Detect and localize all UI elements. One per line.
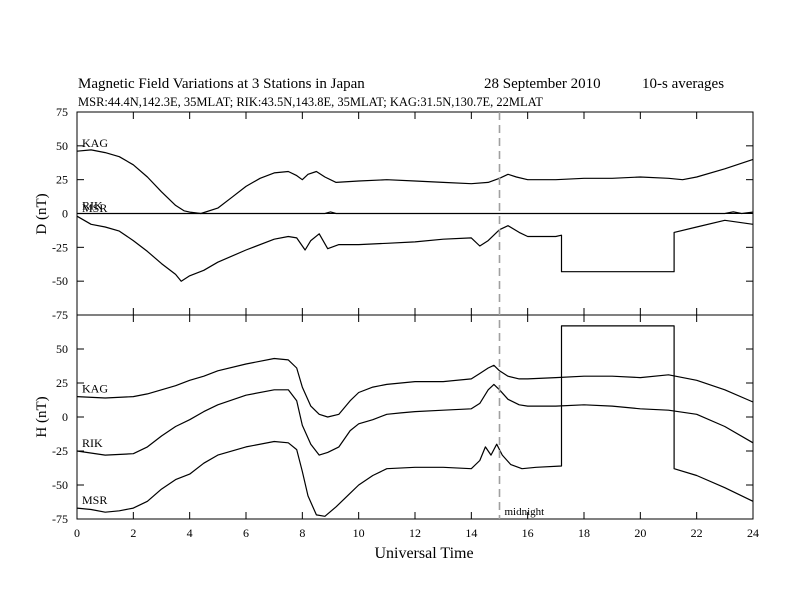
h-ytick-label: 25 — [56, 376, 68, 390]
h-series-label-kag: KAG — [82, 382, 108, 396]
d-series-kag — [76, 149, 754, 215]
xtick-label: 0 — [74, 526, 80, 540]
xtick-label: 10 — [353, 526, 365, 540]
h-ytick-label: -25 — [52, 444, 68, 458]
xtick-label: 22 — [691, 526, 703, 540]
h-ytick-label: -75 — [52, 512, 68, 526]
h-ytick-label: 0 — [62, 410, 68, 424]
h-ytick-label: -50 — [52, 478, 68, 492]
h-series-msr — [76, 325, 754, 517]
h-ytick-label: 50 — [56, 342, 68, 356]
h-series-kag — [76, 357, 754, 418]
xtick-label: 24 — [747, 526, 759, 540]
d-series-label-msr: MSR — [82, 201, 107, 215]
xtick-label: 18 — [578, 526, 590, 540]
d-axis-label: D (nT) — [34, 193, 50, 234]
xtick-label: 8 — [299, 526, 305, 540]
xtick-label: 14 — [465, 526, 477, 540]
d-ytick-label: 50 — [56, 139, 68, 153]
d-series-label-rik: RIK — [82, 199, 103, 213]
xtick-label: 4 — [187, 526, 193, 540]
d-series-msr — [76, 215, 754, 282]
d-series-label-kag: KAG — [82, 136, 108, 150]
h-series-label-msr: MSR — [82, 493, 107, 507]
d-ytick-label: 0 — [62, 207, 68, 221]
station-coordinates: MSR:44.4N,142.3E, 35MLAT; RIK:43.5N,143.… — [78, 95, 543, 109]
d-series-rik — [77, 211, 754, 215]
h-axis-label: H (nT) — [34, 396, 50, 437]
d-ytick-label: -50 — [52, 274, 68, 288]
xtick-label: 20 — [634, 526, 646, 540]
h-series-rik — [76, 383, 754, 456]
midnight-label: midnight — [505, 506, 545, 518]
h-series-label-rik: RIK — [82, 436, 103, 450]
d-ytick-label: 75 — [56, 105, 68, 119]
chart-date: 28 September 2010 — [484, 76, 601, 92]
h-panel-frame — [76, 314, 754, 520]
xtick-label: 6 — [243, 526, 249, 540]
d-ytick-label: -75 — [52, 308, 68, 322]
chart-averaging: 10-s averages — [642, 76, 724, 92]
chart-title: Magnetic Field Variations at 3 Stations … — [78, 76, 365, 92]
xtick-label: 12 — [409, 526, 421, 540]
chart-marks: 7550250-25-50-75KAGRIKMSR50250-25-50-750… — [52, 105, 759, 540]
d-ytick-label: -25 — [52, 240, 68, 254]
d-ytick-label: 25 — [56, 173, 68, 187]
x-axis-label: Universal Time — [374, 545, 473, 562]
xtick-label: 2 — [130, 526, 136, 540]
xtick-label: 16 — [522, 526, 534, 540]
